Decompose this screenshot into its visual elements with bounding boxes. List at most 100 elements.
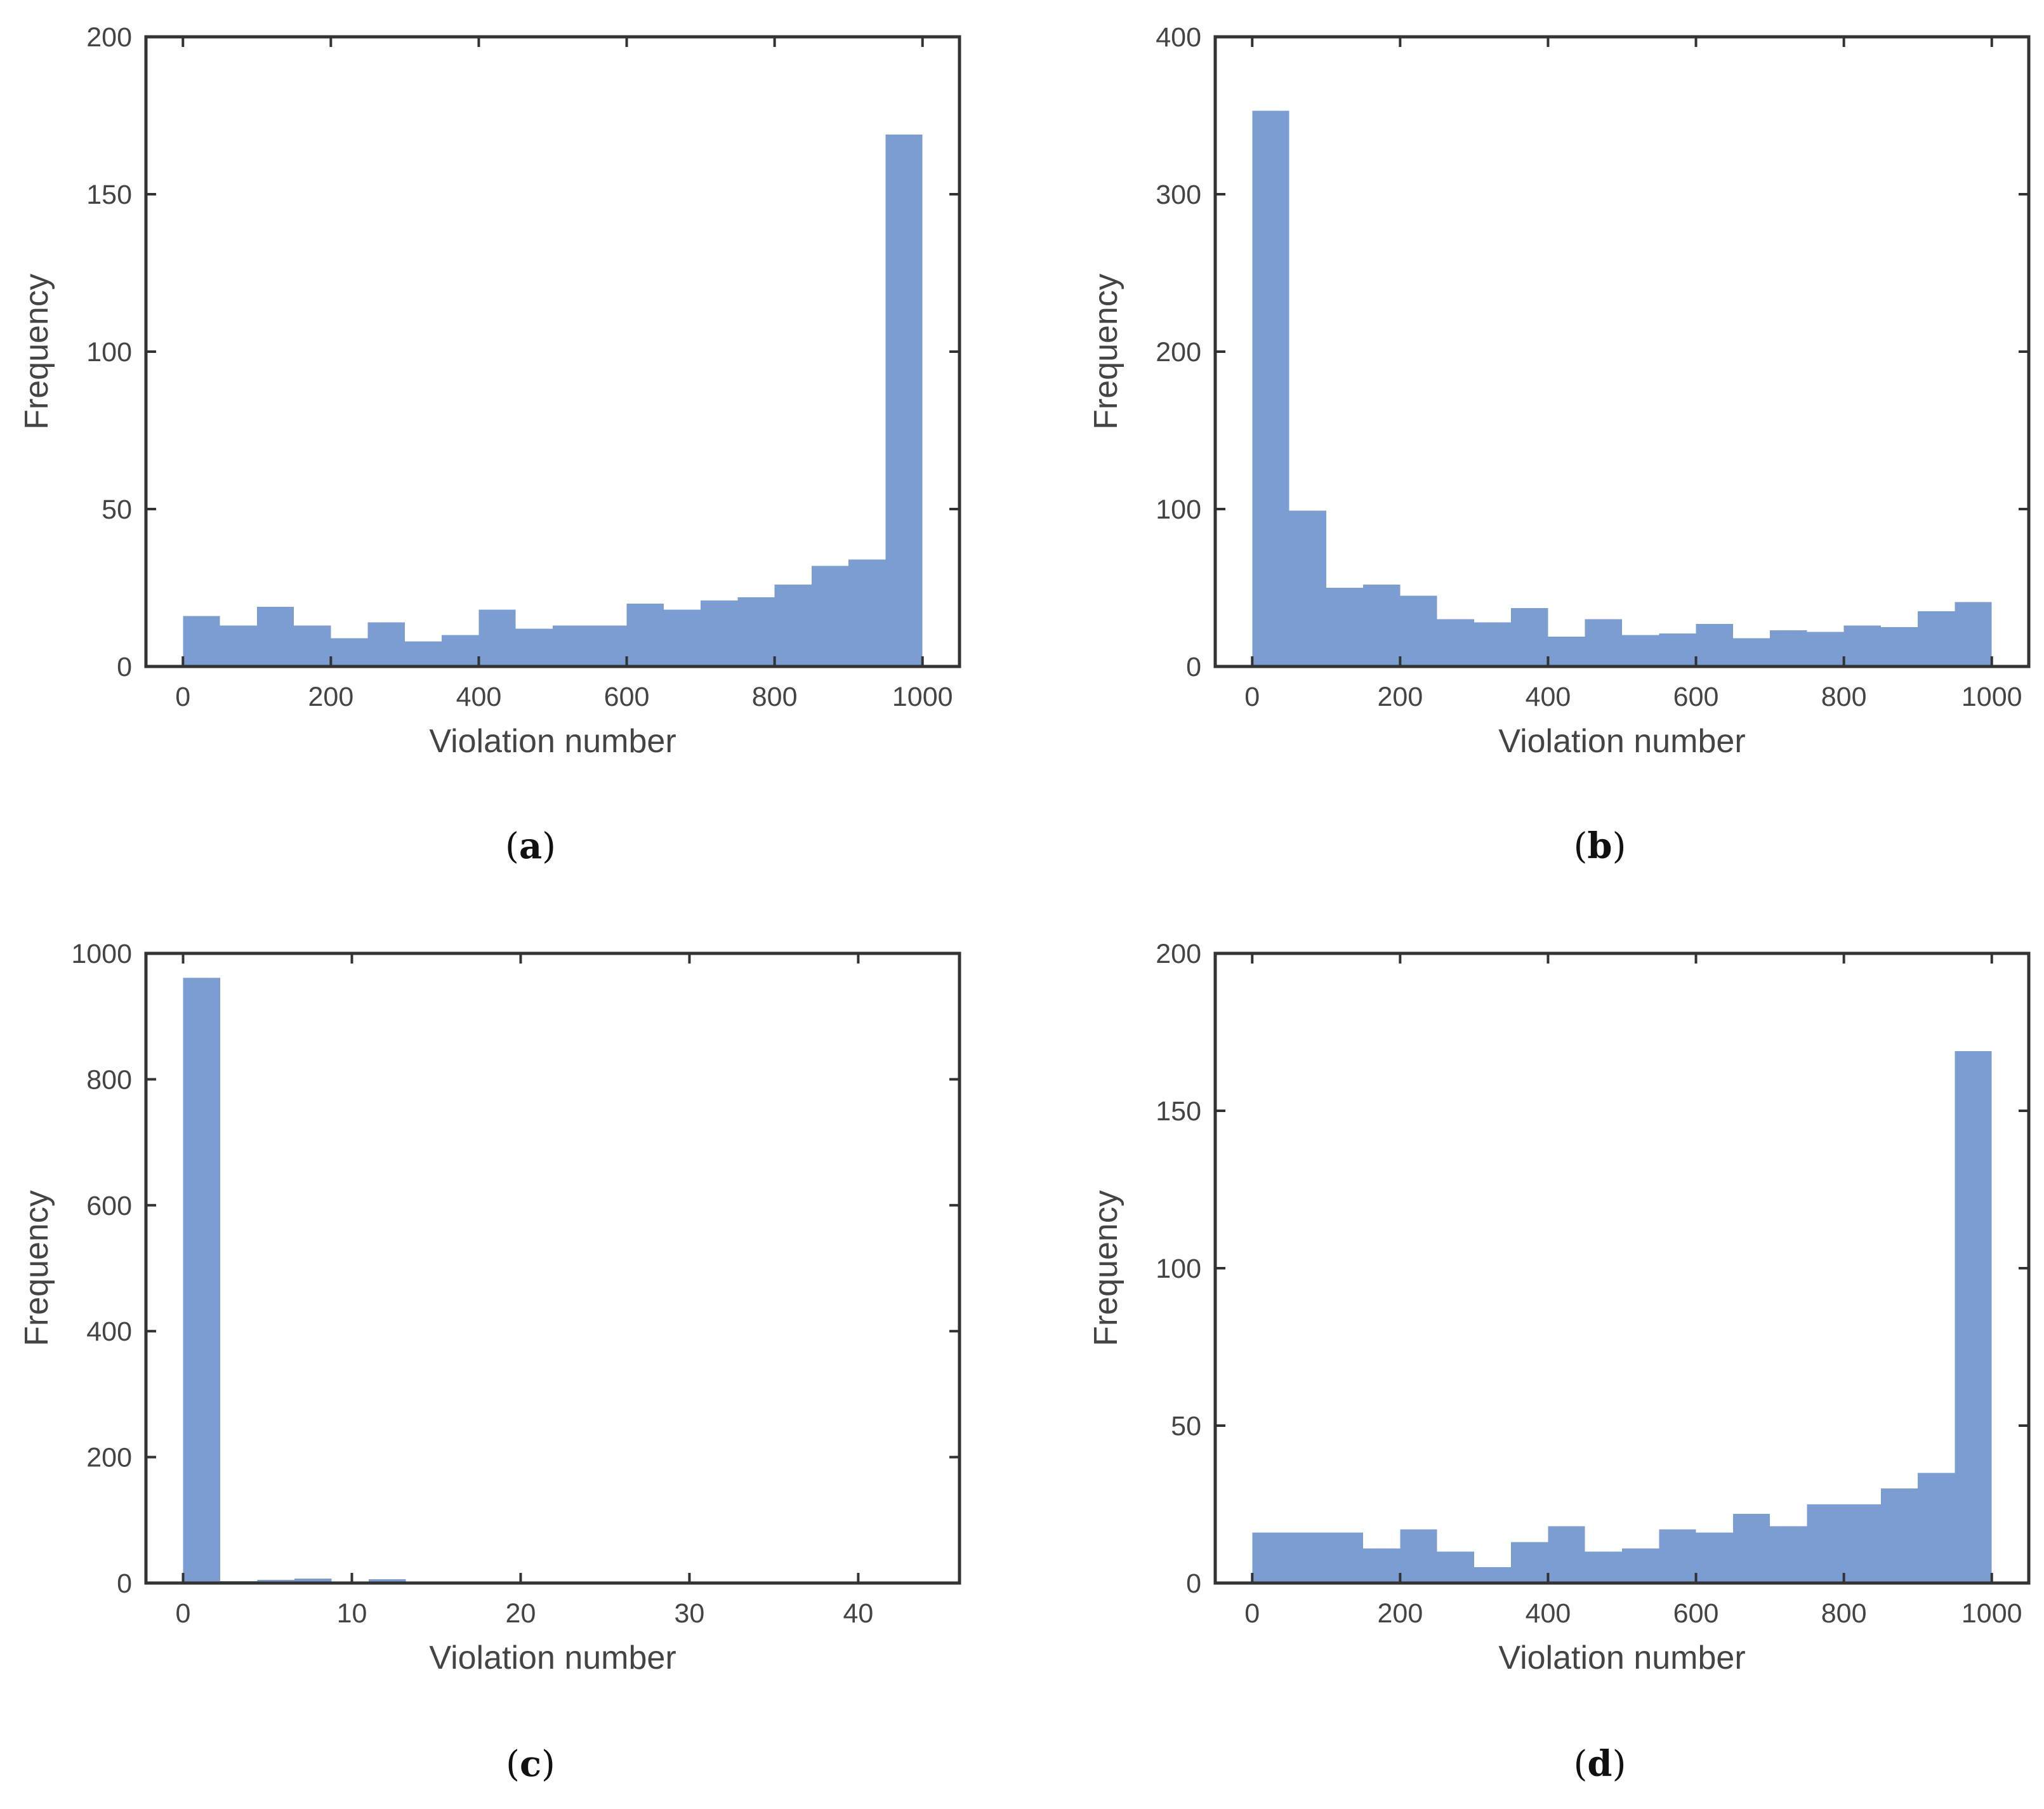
x-tick-label: 400 <box>1526 682 1571 712</box>
histogram-bar <box>1511 1542 1548 1583</box>
histogram-bar <box>1770 1526 1807 1583</box>
histogram-bar <box>885 134 923 666</box>
x-tick-label: 200 <box>1377 1598 1423 1629</box>
caption-letter: b <box>1587 825 1612 867</box>
histogram-bar <box>590 625 627 666</box>
histogram-bar <box>1880 627 1918 666</box>
histogram-bar <box>220 625 257 666</box>
histogram-bar <box>1918 1473 1955 1583</box>
histogram-bar <box>1548 636 1585 666</box>
y-tick-label: 100 <box>1156 494 1201 525</box>
y-tick-label: 50 <box>1171 1411 1201 1441</box>
panel-b: 0 200 400 600 800 1000 0 100 200 300 400 Violation … <box>1088 22 2031 867</box>
x-tick-label: 1000 <box>892 682 953 712</box>
caption-open-paren: ( <box>505 826 519 867</box>
histogram-bar <box>737 597 775 666</box>
histogram-bar <box>367 622 405 666</box>
histogram-bar <box>774 585 812 666</box>
caption-close-paren: ) <box>541 1744 555 1785</box>
y-tick-label: 200 <box>1156 939 1201 969</box>
histogram-bar <box>1732 1513 1770 1583</box>
histogram-bar <box>515 628 553 666</box>
histogram-bar <box>1363 585 1401 666</box>
panel-caption: (a) <box>505 825 556 867</box>
histogram-bar <box>1732 638 1770 666</box>
y-tick-label: 400 <box>86 1316 132 1347</box>
histogram-bar <box>1807 1504 1844 1583</box>
histogram-bar <box>1548 1526 1585 1583</box>
histogram-bar <box>1326 1532 1364 1583</box>
y-axis-label: Frequency <box>18 1190 55 1346</box>
x-tick-label: 0 <box>176 1598 191 1629</box>
histogram-bar <box>626 603 664 666</box>
x-axis-label: Violation number <box>429 723 676 760</box>
x-tick-label: 0 <box>1244 682 1260 712</box>
y-tick-label: 400 <box>1156 22 1201 53</box>
histogram-bar <box>1696 1532 1733 1583</box>
histogram-bar <box>1363 1548 1401 1583</box>
x-tick-label: 20 <box>506 1598 536 1629</box>
y-axis-label: Frequency <box>18 274 55 430</box>
histogram-bar <box>478 609 516 666</box>
x-tick-label: 0 <box>175 682 190 712</box>
y-tick-label: 1000 <box>71 939 132 969</box>
x-tick-label: 600 <box>1673 1598 1719 1629</box>
histogram-bar <box>1585 1551 1622 1583</box>
x-tick-label: 600 <box>604 682 650 712</box>
histogram-bar <box>1659 633 1696 666</box>
caption-letter: c <box>520 1743 541 1785</box>
y-tick-label: 100 <box>86 337 132 368</box>
histogram-bar <box>1474 622 1512 666</box>
x-tick-label: 200 <box>1377 682 1423 712</box>
x-tick-label: 30 <box>675 1598 705 1629</box>
histogram-bar <box>183 616 220 666</box>
y-tick-label: 200 <box>86 22 132 53</box>
histogram-bar <box>848 559 886 666</box>
histogram-bar <box>256 606 294 666</box>
caption-open-paren: ( <box>506 1744 520 1785</box>
y-tick-label: 100 <box>1156 1254 1201 1284</box>
histogram-bar <box>1770 630 1807 666</box>
x-tick-label: 1000 <box>1962 682 2022 712</box>
histogram-bar <box>553 625 590 666</box>
x-tick-label: 0 <box>1244 1598 1260 1629</box>
y-tick-label: 200 <box>1156 337 1201 368</box>
histogram-bar <box>1696 624 1733 666</box>
histogram-bar <box>331 638 368 666</box>
y-tick-label: 0 <box>117 1568 132 1599</box>
panel-caption: (c) <box>506 1743 555 1785</box>
histogram-bar <box>294 1579 332 1583</box>
histogram-bar <box>369 1579 406 1583</box>
y-tick-label: 0 <box>1186 652 1201 682</box>
x-tick-label: 400 <box>456 682 502 712</box>
histogram-bar <box>1437 619 1474 666</box>
panel-d: 0 200 400 600 800 1000 0 50 100 150 200 Violation n… <box>1088 939 2031 1785</box>
caption-letter: d <box>1587 1743 1612 1785</box>
histogram-bar <box>811 566 849 666</box>
histogram-bar <box>1585 619 1622 666</box>
histogram-bar <box>294 625 331 666</box>
y-axis-label: Frequency <box>1088 274 1124 430</box>
y-tick-label: 800 <box>86 1064 132 1095</box>
caption-open-paren: ( <box>1574 826 1588 867</box>
histogram-bar <box>1918 611 1955 666</box>
histogram-bar <box>404 641 442 666</box>
histogram-bar <box>1474 1567 1512 1583</box>
caption-letter: a <box>519 825 542 867</box>
histogram-bar <box>1437 1551 1474 1583</box>
y-tick-label: 0 <box>117 652 132 682</box>
histogram-bar <box>1843 1504 1881 1583</box>
histogram-bar <box>183 977 221 1583</box>
histogram-bar <box>1955 602 1992 666</box>
histogram-bar <box>663 609 701 666</box>
histogram-bar <box>1289 1532 1326 1583</box>
y-tick-label: 200 <box>86 1443 132 1473</box>
y-tick-label: 0 <box>1186 1568 1201 1599</box>
histogram-bar <box>1880 1488 1918 1583</box>
x-tick-label: 600 <box>1673 682 1719 712</box>
x-tick-label: 800 <box>1821 1598 1867 1629</box>
histogram-bar <box>1622 635 1659 666</box>
histogram-bar <box>1511 608 1548 666</box>
histogram-bar <box>1955 1050 1992 1583</box>
